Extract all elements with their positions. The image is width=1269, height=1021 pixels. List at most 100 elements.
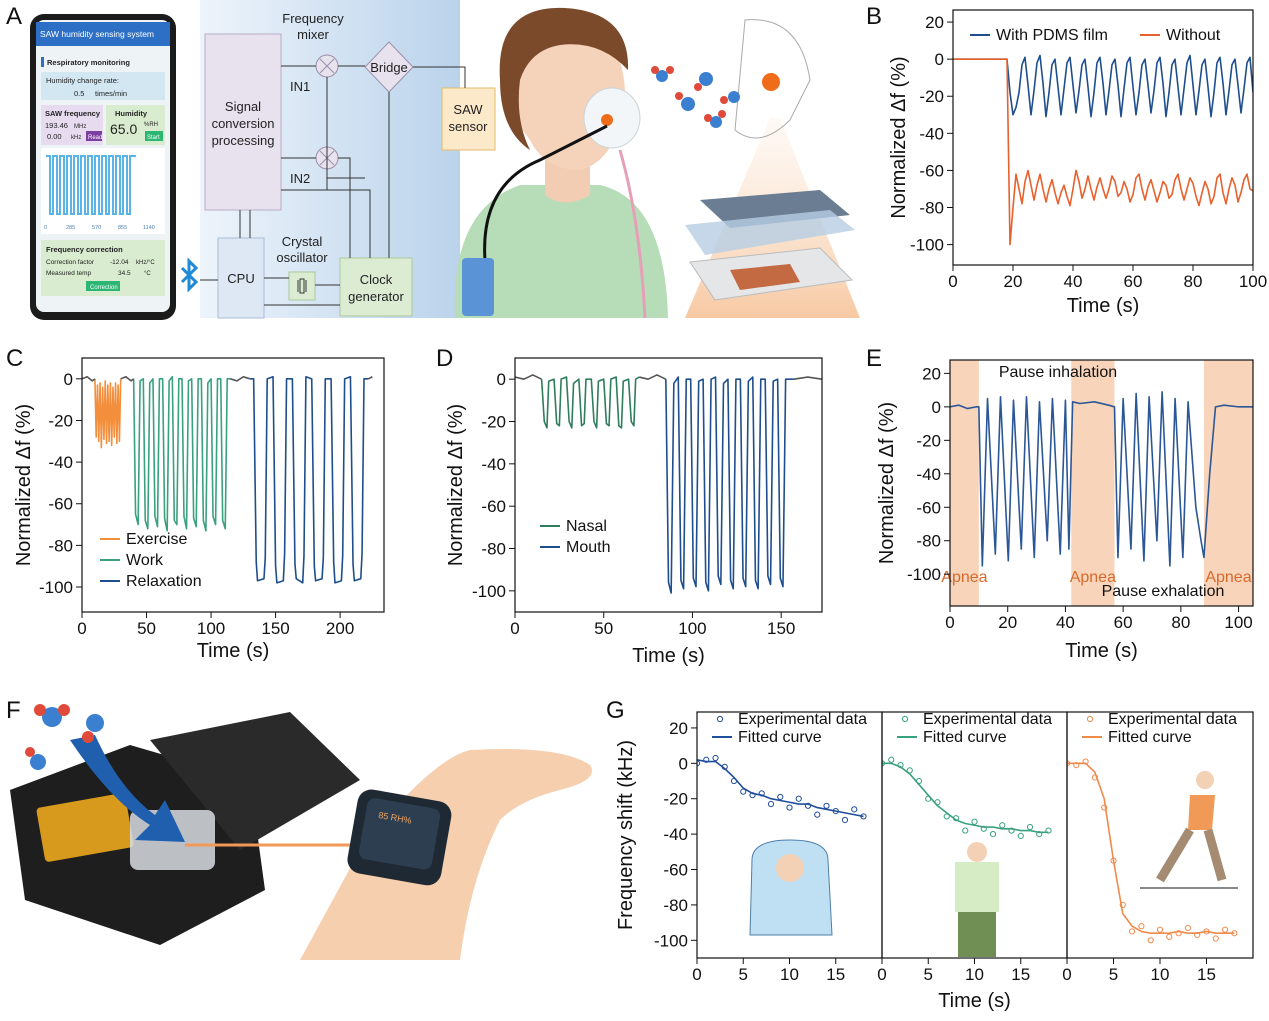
arrow (70, 735, 185, 842)
data-point (1156, 926, 1164, 933)
y-axis-title: Normalized Δf (%) (13, 404, 35, 566)
x-tick-label: 0 (877, 965, 886, 984)
correction-button[interactable] (86, 281, 120, 291)
clock-box (339, 257, 413, 317)
legend-label: Work (126, 552, 164, 569)
data-line (882, 762, 1049, 834)
phone-chart-tick: 1140 (143, 225, 155, 231)
tube (618, 149, 647, 319)
y-tick-label: -20 (919, 87, 944, 106)
data-point (971, 818, 978, 825)
legend-label: Fitted curve (1108, 729, 1192, 746)
read-button[interactable] (86, 131, 102, 141)
y-tick-label: -20 (916, 431, 941, 450)
x-tick-label: 15 (1011, 965, 1030, 984)
x-tick-label: 0 (1062, 965, 1071, 984)
x-axis-title: Time (s) (1067, 295, 1140, 317)
crystal-box (288, 271, 316, 301)
saw-sensor-label: SAW (453, 102, 483, 117)
crystal-symbol (297, 278, 307, 294)
x-tick-label: 50 (137, 619, 156, 638)
data-point (767, 800, 775, 808)
phone-header (36, 22, 170, 46)
woman-illustration (454, 7, 668, 319)
y-axis-title: Normalized Δf (%) (888, 56, 910, 218)
humidity-unit: %RH (144, 122, 158, 128)
data-point (841, 816, 849, 824)
y-tick-label: 0 (935, 50, 944, 69)
data-point (703, 756, 710, 763)
legend-label: Nasal (566, 518, 607, 535)
y-tick-label: -100 (39, 578, 73, 597)
annotation: Pause inhalation (999, 364, 1117, 381)
x-tick-label: 60 (1114, 613, 1133, 632)
device (462, 258, 494, 316)
saw-sensor-box (441, 87, 496, 151)
y-tick-label: -60 (916, 498, 941, 517)
clock-label: Clock (360, 272, 393, 287)
shift-value: 0.00 (47, 132, 62, 141)
x-tick-label: 20 (998, 613, 1017, 632)
temp-value: 34.5 (118, 270, 131, 277)
rate-value: 0.5 (74, 89, 84, 98)
rate-label: Humidity change rate: (46, 76, 119, 85)
crystal-label: Crystal (282, 234, 323, 249)
x-tick-label: 100 (1239, 272, 1267, 291)
shirt (454, 185, 668, 318)
y-tick-label: 0 (497, 370, 506, 389)
data-line (697, 758, 864, 818)
data-line (950, 391, 1253, 567)
x-tick-label: 15 (1197, 965, 1216, 984)
panel-label: A (6, 3, 22, 30)
correction-button-label: Correction (90, 285, 118, 291)
x-axis-title: Time (s) (632, 645, 705, 667)
plot-frame (952, 9, 1254, 266)
data-point (1194, 931, 1201, 939)
humidity-label: Humidity (115, 109, 148, 118)
y-tick-label: -20 (481, 413, 506, 432)
y-tick-label: -60 (481, 497, 506, 516)
bridge-label: Bridge (370, 60, 408, 75)
clock-label: generator (348, 289, 404, 304)
x-tick-label: 20 (1004, 272, 1023, 291)
x-tick-label: 0 (692, 965, 701, 984)
temp-unit: °C (144, 271, 151, 277)
legend-label: Experimental data (1108, 711, 1237, 728)
legend-label: Experimental data (738, 711, 867, 728)
panel-label: C (6, 345, 23, 372)
processing-label: processing (212, 133, 275, 148)
data-point (980, 825, 987, 832)
connector (200, 65, 466, 306)
in1-label: IN1 (290, 79, 310, 94)
data-point (1119, 901, 1126, 909)
data-point (786, 804, 793, 811)
legend-label: With PDMS film (996, 27, 1108, 44)
runner-legs (1156, 827, 1227, 883)
rate-box (41, 72, 165, 100)
y-tick-label: -40 (916, 465, 941, 484)
cold-person (749, 839, 833, 936)
block-diagram (200, 33, 496, 319)
panel-label: B (866, 3, 882, 30)
people-illustrations (749, 771, 1238, 957)
plot-frame (514, 357, 823, 613)
head (1196, 771, 1214, 789)
annotation: Pause exhalation (1102, 583, 1225, 600)
y-tick-label: -20 (48, 411, 73, 430)
panel-label: E (866, 345, 882, 372)
shaded-region (950, 360, 979, 606)
section-bar (41, 57, 44, 67)
x-tick-label: 40 (1064, 272, 1083, 291)
x-tick-label: 0 (948, 272, 957, 291)
x-tick-label: 10 (1151, 965, 1170, 984)
data-point (1222, 926, 1229, 933)
x-tick-label: 40 (1056, 613, 1075, 632)
x-axis-title: Time (s) (197, 640, 270, 662)
panel-label: G (606, 697, 625, 724)
x-tick-label: 0 (77, 619, 86, 638)
start-button[interactable] (145, 131, 163, 141)
bluetooth-icon (180, 257, 199, 293)
data-point (1212, 935, 1219, 942)
